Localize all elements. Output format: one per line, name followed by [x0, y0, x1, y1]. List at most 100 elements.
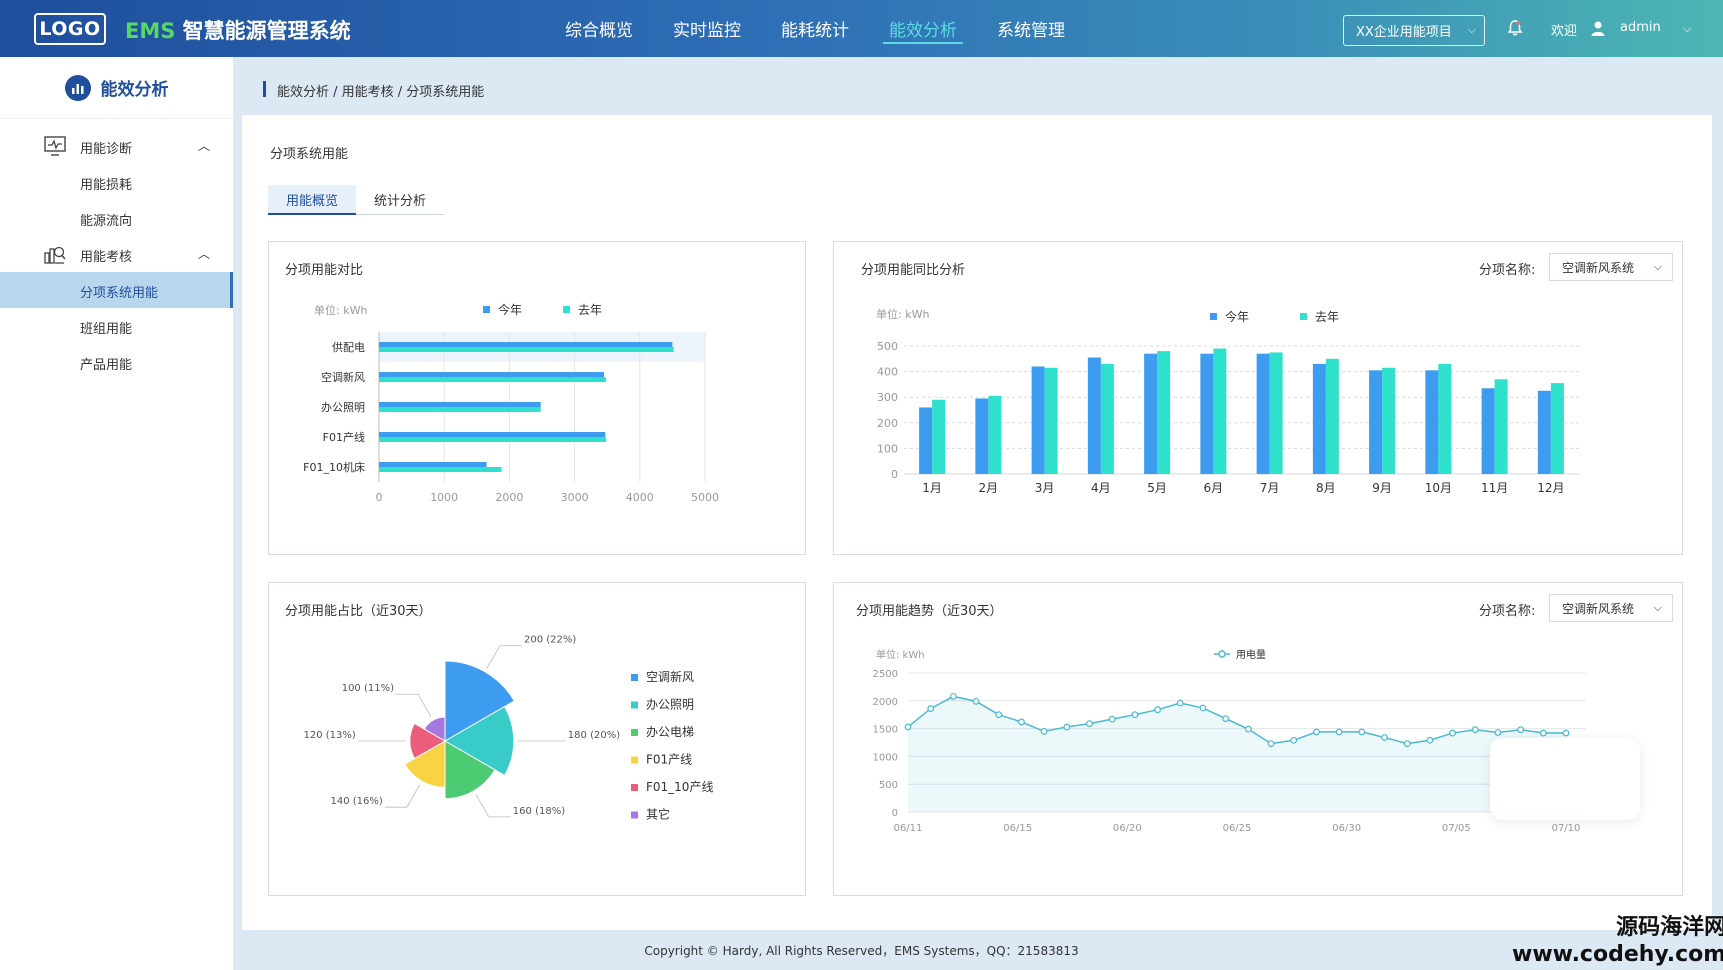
sidebar-item-subsystem[interactable]: 分项系统用能	[0, 272, 233, 308]
bar-this-year	[1087, 357, 1101, 474]
bar-last-year	[1100, 363, 1114, 474]
sidebar-item-label: 分项系统用能	[80, 286, 159, 301]
legend-label: F01产线	[646, 753, 692, 767]
data-point	[1018, 718, 1025, 726]
category-label: F01产线	[323, 430, 365, 444]
y-tick-label: 200	[877, 417, 898, 430]
bar-last-year	[1438, 363, 1452, 474]
tab-statistics[interactable]: 统计分析	[356, 185, 444, 215]
project-select[interactable]: XX企业用能项目 ⌵	[1343, 15, 1485, 46]
bar-this-year	[1144, 353, 1158, 474]
x-tick-label: 06/11	[894, 823, 923, 834]
slice-label: 120 (13%)	[304, 730, 356, 741]
data-point	[1199, 704, 1207, 712]
data-point	[1222, 715, 1230, 722]
filter-label: 分项名称:	[1479, 604, 1536, 619]
panel-title: 分项用能占比（近30天）	[285, 604, 432, 619]
data-point	[1086, 720, 1093, 727]
x-tick-label: 8月	[1316, 481, 1336, 495]
x-tick-label: 3000	[561, 491, 589, 504]
subsystem-select[interactable]: 空调新风系统 ⌵	[1549, 594, 1673, 622]
bar-this-year	[1537, 390, 1551, 474]
data-point	[1358, 728, 1366, 736]
breadcrumb: 能效分析 / 用能考核 / 分项系统用能	[277, 85, 485, 100]
sidebar-group-assessment[interactable]: 用能考核 ︿	[0, 236, 233, 272]
pie-slice	[423, 716, 446, 742]
sidebar-title: 能效分析	[100, 80, 169, 100]
data-point	[1471, 726, 1479, 734]
chart-tooltip	[1490, 738, 1640, 820]
tab-overview[interactable]: 用能概览	[268, 185, 356, 215]
chevron-up-icon: ︿	[198, 247, 211, 261]
app-title-prefix: EMS	[125, 19, 176, 43]
legend-swatch	[631, 811, 638, 819]
y-tick-label: 1500	[873, 725, 898, 736]
bar-last-year	[379, 377, 606, 382]
hbar-chart: 单位: kWh 今年 去年 0 1000 2000 3000 4000 5000 供配电空调新风办…	[303, 302, 719, 504]
nav-system[interactable]: 系统管理	[997, 21, 1065, 41]
slice-label: 140 (16%)	[331, 796, 383, 807]
vbar-chart: 单位: kWh 今年 去年 0 100 200 300 400 500 1月 2月 3月 4月 5月 6月 7…	[876, 307, 1579, 495]
data-point	[1449, 729, 1456, 737]
pie-slice	[444, 660, 515, 742]
legend-swatch	[1210, 313, 1217, 320]
x-tick-label: 6月	[1204, 481, 1224, 495]
building-chart-icon	[44, 246, 66, 264]
sidebar-item-product[interactable]: 产品用能	[0, 344, 233, 380]
x-tick-label: 5000	[691, 491, 719, 504]
rose-pie-chart: 200 (22%) 空调新风 180 (20%) 办公照明 160 (18%) 办公电梯 1…	[304, 635, 714, 822]
unit-label: 单位: kWh	[876, 307, 929, 321]
top-header: LOGO EMS 智慧能源管理系统 综合概览 实时监控 能耗统计 能效分析 系统…	[0, 0, 1723, 57]
category-label: 供配电	[332, 340, 365, 354]
area-fill	[908, 696, 1566, 812]
data-point	[1244, 725, 1252, 733]
data-point	[1267, 740, 1275, 748]
data-point	[1313, 728, 1320, 736]
user-icon	[1591, 21, 1605, 36]
sidebar-item-flow[interactable]: 能源流向	[0, 200, 233, 236]
data-point	[1063, 723, 1071, 731]
data-point	[1539, 729, 1547, 737]
bar-this-year	[1369, 370, 1383, 474]
nav-overview[interactable]: 综合概览	[565, 21, 633, 41]
nav-realtime[interactable]: 实时监控	[673, 21, 741, 41]
sidebar-item-loss[interactable]: 用能损耗	[0, 164, 233, 200]
chevron-down-icon[interactable]: ⌵	[1683, 22, 1692, 35]
y-tick-label: 0	[891, 468, 898, 481]
monitor-icon	[44, 136, 66, 156]
data-point	[904, 723, 912, 731]
sidebar-header: 能效分析	[0, 57, 233, 119]
sidebar-group-diagnosis[interactable]: 用能诊断 ︿	[0, 128, 233, 164]
legend-label: 去年	[578, 303, 602, 317]
chevron-down-icon: ⌵	[1653, 601, 1662, 614]
y-tick-label: 1000	[873, 752, 898, 763]
x-tick-label: 4月	[1091, 481, 1111, 495]
bar-last-year	[1213, 348, 1227, 474]
bar-last-year	[1494, 379, 1508, 474]
legend-label: 办公电梯	[646, 724, 694, 739]
x-tick-label: 3月	[1035, 481, 1055, 495]
chevron-down-icon: ⌵	[1467, 23, 1476, 36]
bell-icon[interactable]	[1506, 19, 1524, 37]
sidebar-group-label: 用能诊断	[80, 142, 133, 157]
username[interactable]: admin	[1620, 20, 1661, 35]
x-tick-label: 10月	[1425, 481, 1452, 495]
x-tick-label: 2月	[979, 481, 999, 495]
nav-efficiency[interactable]: 能效分析	[869, 0, 977, 57]
bar-last-year	[1157, 351, 1171, 474]
sidebar-item-team[interactable]: 班组用能	[0, 308, 233, 344]
sidebar-item-label: 用能损耗	[80, 178, 133, 193]
bar-this-year	[975, 398, 989, 474]
data-point	[1108, 715, 1116, 723]
bar-last-year	[1382, 367, 1396, 474]
welcome-text: 欢迎	[1551, 24, 1578, 39]
data-point	[1517, 726, 1525, 734]
subsystem-select[interactable]: 空调新风系统 ⌵	[1549, 253, 1673, 281]
legend-label: 空调新风	[646, 669, 694, 684]
data-point	[1403, 740, 1411, 748]
panel-pie: 分项用能占比（近30天） 200 (22%) 空调新风 180 (20%) 办公照明 1…	[268, 582, 806, 896]
main-nav: 综合概览 实时监控 能耗统计 能效分析 系统管理	[545, 0, 1085, 57]
nav-consumption[interactable]: 能耗统计	[781, 21, 849, 41]
data-point	[949, 692, 957, 700]
subsystem-select-value: 空调新风系统	[1562, 260, 1635, 275]
